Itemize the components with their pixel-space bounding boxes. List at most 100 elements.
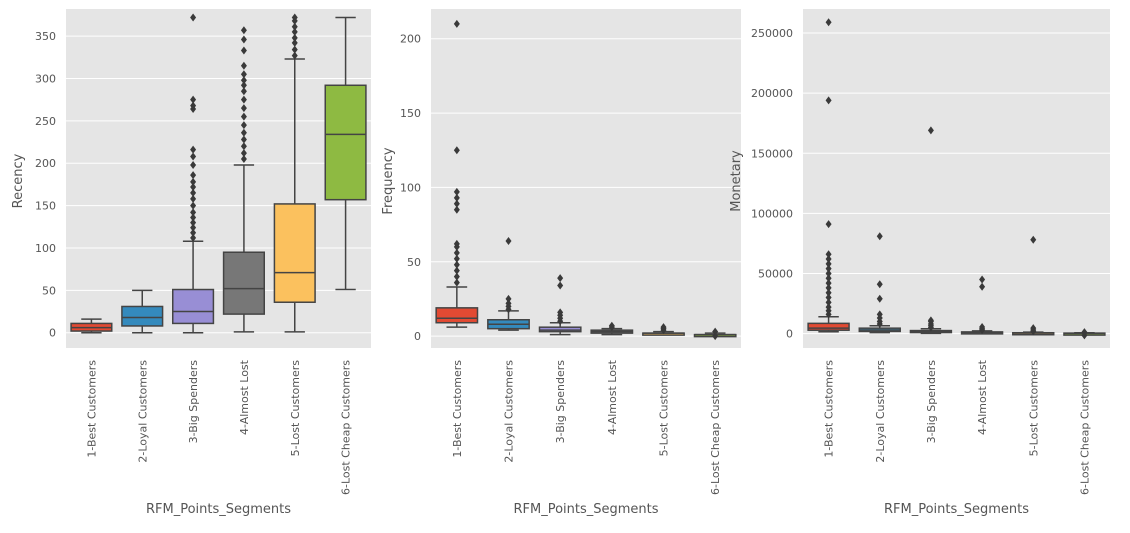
box-4-almost-lost bbox=[222, 26, 265, 333]
outlier-point bbox=[190, 228, 197, 237]
box-3-big-spenders bbox=[172, 13, 215, 334]
outlier-point bbox=[979, 282, 986, 291]
x-tick-label: 1-Best Customers bbox=[451, 360, 464, 458]
outlier-point bbox=[825, 255, 832, 264]
outlier-point bbox=[240, 128, 247, 137]
x-tick-label: 6-Lost Cheap Customers bbox=[1078, 360, 1091, 495]
outlier-point bbox=[608, 321, 615, 330]
outlier-point bbox=[453, 278, 460, 287]
outlier-point bbox=[876, 294, 883, 303]
box-5-lost-customers bbox=[273, 13, 316, 333]
box-2-loyal-customers bbox=[487, 236, 530, 331]
outlier-point bbox=[291, 13, 298, 22]
outlier-point bbox=[453, 272, 460, 281]
outlier-point bbox=[240, 61, 247, 70]
outlier-point bbox=[979, 275, 986, 284]
y-axis-title: Frequency bbox=[381, 147, 396, 214]
outlier-point bbox=[453, 199, 460, 208]
outlier-point bbox=[927, 126, 934, 135]
outlier-point bbox=[240, 155, 247, 164]
outlier-point bbox=[190, 177, 197, 186]
outlier-point bbox=[876, 280, 883, 289]
outlier-point bbox=[240, 135, 247, 144]
outlier-point bbox=[291, 45, 298, 54]
iqr-box bbox=[222, 251, 265, 315]
y-tick-label: 50 bbox=[407, 256, 421, 269]
y-tick-label: 200000 bbox=[751, 87, 793, 100]
iqr-box bbox=[435, 307, 479, 324]
iqr-box bbox=[807, 322, 850, 331]
box-2-loyal-customers bbox=[858, 232, 901, 334]
x-tick-label: 1-Best Customers bbox=[85, 360, 98, 458]
outlier-point bbox=[927, 316, 934, 325]
outlier-point bbox=[453, 254, 460, 263]
outlier-point bbox=[825, 269, 832, 278]
outlier-point bbox=[1030, 324, 1037, 333]
outlier-point bbox=[979, 322, 986, 331]
outlier-point bbox=[240, 149, 247, 158]
outlier-point bbox=[240, 46, 247, 55]
outlier-point bbox=[190, 208, 197, 217]
x-tick-label: 5-Lost Customers bbox=[1027, 360, 1040, 457]
outlier-point bbox=[453, 193, 460, 202]
outlier-point bbox=[190, 171, 197, 180]
outlier-point bbox=[190, 194, 197, 203]
outlier-point bbox=[712, 327, 719, 336]
y-axis-title: Recency bbox=[11, 153, 26, 208]
outlier-point bbox=[240, 26, 247, 35]
x-tick-label: 2-Loyal Customers bbox=[874, 360, 887, 463]
outlier-point bbox=[240, 35, 247, 44]
outlier-point bbox=[291, 51, 298, 60]
outlier-point bbox=[453, 239, 460, 248]
x-axis-title: RFM_Points_Segments bbox=[513, 502, 658, 517]
x-tick-label: 6-Lost Cheap Customers bbox=[340, 360, 353, 495]
box-5-lost-customers bbox=[642, 323, 685, 336]
outlier-point bbox=[825, 96, 832, 105]
box-4-almost-lost bbox=[960, 275, 1004, 335]
x-tick-label: 4-Almost Lost bbox=[606, 359, 619, 435]
outlier-point bbox=[453, 205, 460, 214]
x-axis-title: RFM_Points_Segments bbox=[146, 502, 291, 517]
plot-background bbox=[803, 9, 1110, 348]
outlier-point bbox=[190, 160, 197, 169]
outlier-point bbox=[825, 259, 832, 268]
y-tick-label: 350 bbox=[35, 30, 56, 43]
outlier-point bbox=[190, 223, 197, 232]
outlier-point bbox=[825, 274, 832, 283]
box-2-loyal-customers bbox=[121, 289, 164, 334]
box-1-best-customers bbox=[807, 18, 850, 333]
x-tick-label: 4-Almost Lost bbox=[976, 359, 989, 435]
outlier-point bbox=[291, 38, 298, 47]
outlier-point bbox=[190, 218, 197, 227]
outlier-point bbox=[190, 101, 197, 110]
outlier-point bbox=[190, 188, 197, 197]
x-axis-title: RFM_Points_Segments bbox=[884, 502, 1029, 517]
y-tick-label: 100 bbox=[400, 181, 421, 194]
outlier-point bbox=[453, 187, 460, 196]
y-tick-label: 50000 bbox=[758, 267, 793, 280]
outlier-point bbox=[453, 248, 460, 257]
outlier-point bbox=[291, 22, 298, 31]
outlier-point bbox=[825, 293, 832, 302]
iqr-box bbox=[172, 288, 215, 325]
box-6-lost-cheap-customers bbox=[1063, 328, 1106, 340]
box-1-best-customers bbox=[435, 19, 479, 328]
box-3-big-spenders bbox=[538, 274, 582, 336]
plot-background bbox=[431, 9, 741, 348]
outlier-point bbox=[190, 201, 197, 210]
outlier-point bbox=[190, 13, 197, 22]
x-tick-label: 2-Loyal Customers bbox=[136, 360, 149, 463]
box-4-almost-lost bbox=[590, 321, 634, 336]
recency-boxplot-panel: 0 50 100 150 200 250 300 350 1-Best Customers 2-L… bbox=[11, 9, 371, 517]
plot-background bbox=[66, 9, 371, 348]
y-tick-label: 150000 bbox=[751, 147, 793, 160]
outlier-point bbox=[876, 232, 883, 241]
outlier-point bbox=[190, 213, 197, 222]
x-tick-label: 2-Loyal Customers bbox=[503, 360, 516, 463]
y-tick-label: 300 bbox=[35, 72, 56, 85]
outlier-point bbox=[453, 266, 460, 275]
outlier-point bbox=[825, 288, 832, 297]
box-6-lost-cheap-customers bbox=[693, 327, 737, 341]
outlier-point bbox=[825, 250, 832, 259]
outlier-point bbox=[505, 236, 512, 245]
